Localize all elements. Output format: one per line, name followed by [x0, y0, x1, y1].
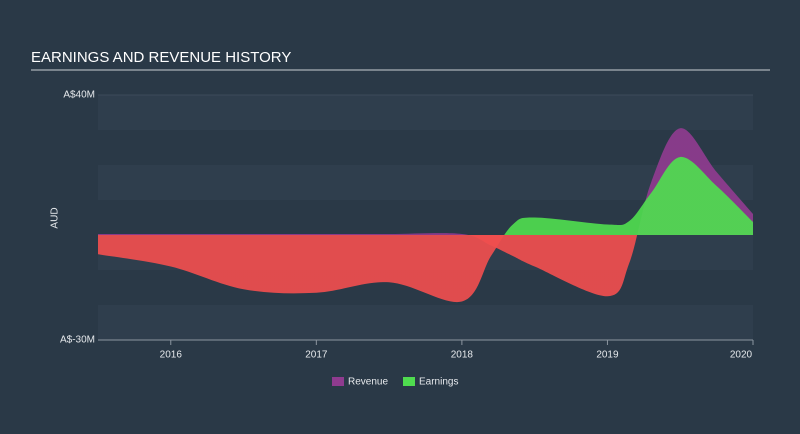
y-tick-label: A$40M — [63, 90, 95, 101]
x-tick-label: 2017 — [305, 350, 328, 361]
area-revenue — [98, 128, 753, 297]
x-tick-label: 2019 — [596, 350, 619, 361]
y-tick-label: A$-30M — [60, 335, 95, 346]
legend-swatch — [332, 377, 344, 386]
x-tick-label: 2016 — [160, 350, 183, 361]
legend-label: Revenue — [348, 377, 388, 388]
area-earnings — [98, 156, 753, 303]
x-tick-label: 2018 — [451, 350, 474, 361]
y-axis-label: AUD — [50, 207, 61, 228]
x-tick-label: 2020 — [730, 350, 753, 361]
chart-title: EARNINGS AND REVENUE HISTORY — [31, 49, 291, 66]
legend-swatch — [403, 377, 415, 386]
legend-label: Earnings — [419, 377, 458, 388]
